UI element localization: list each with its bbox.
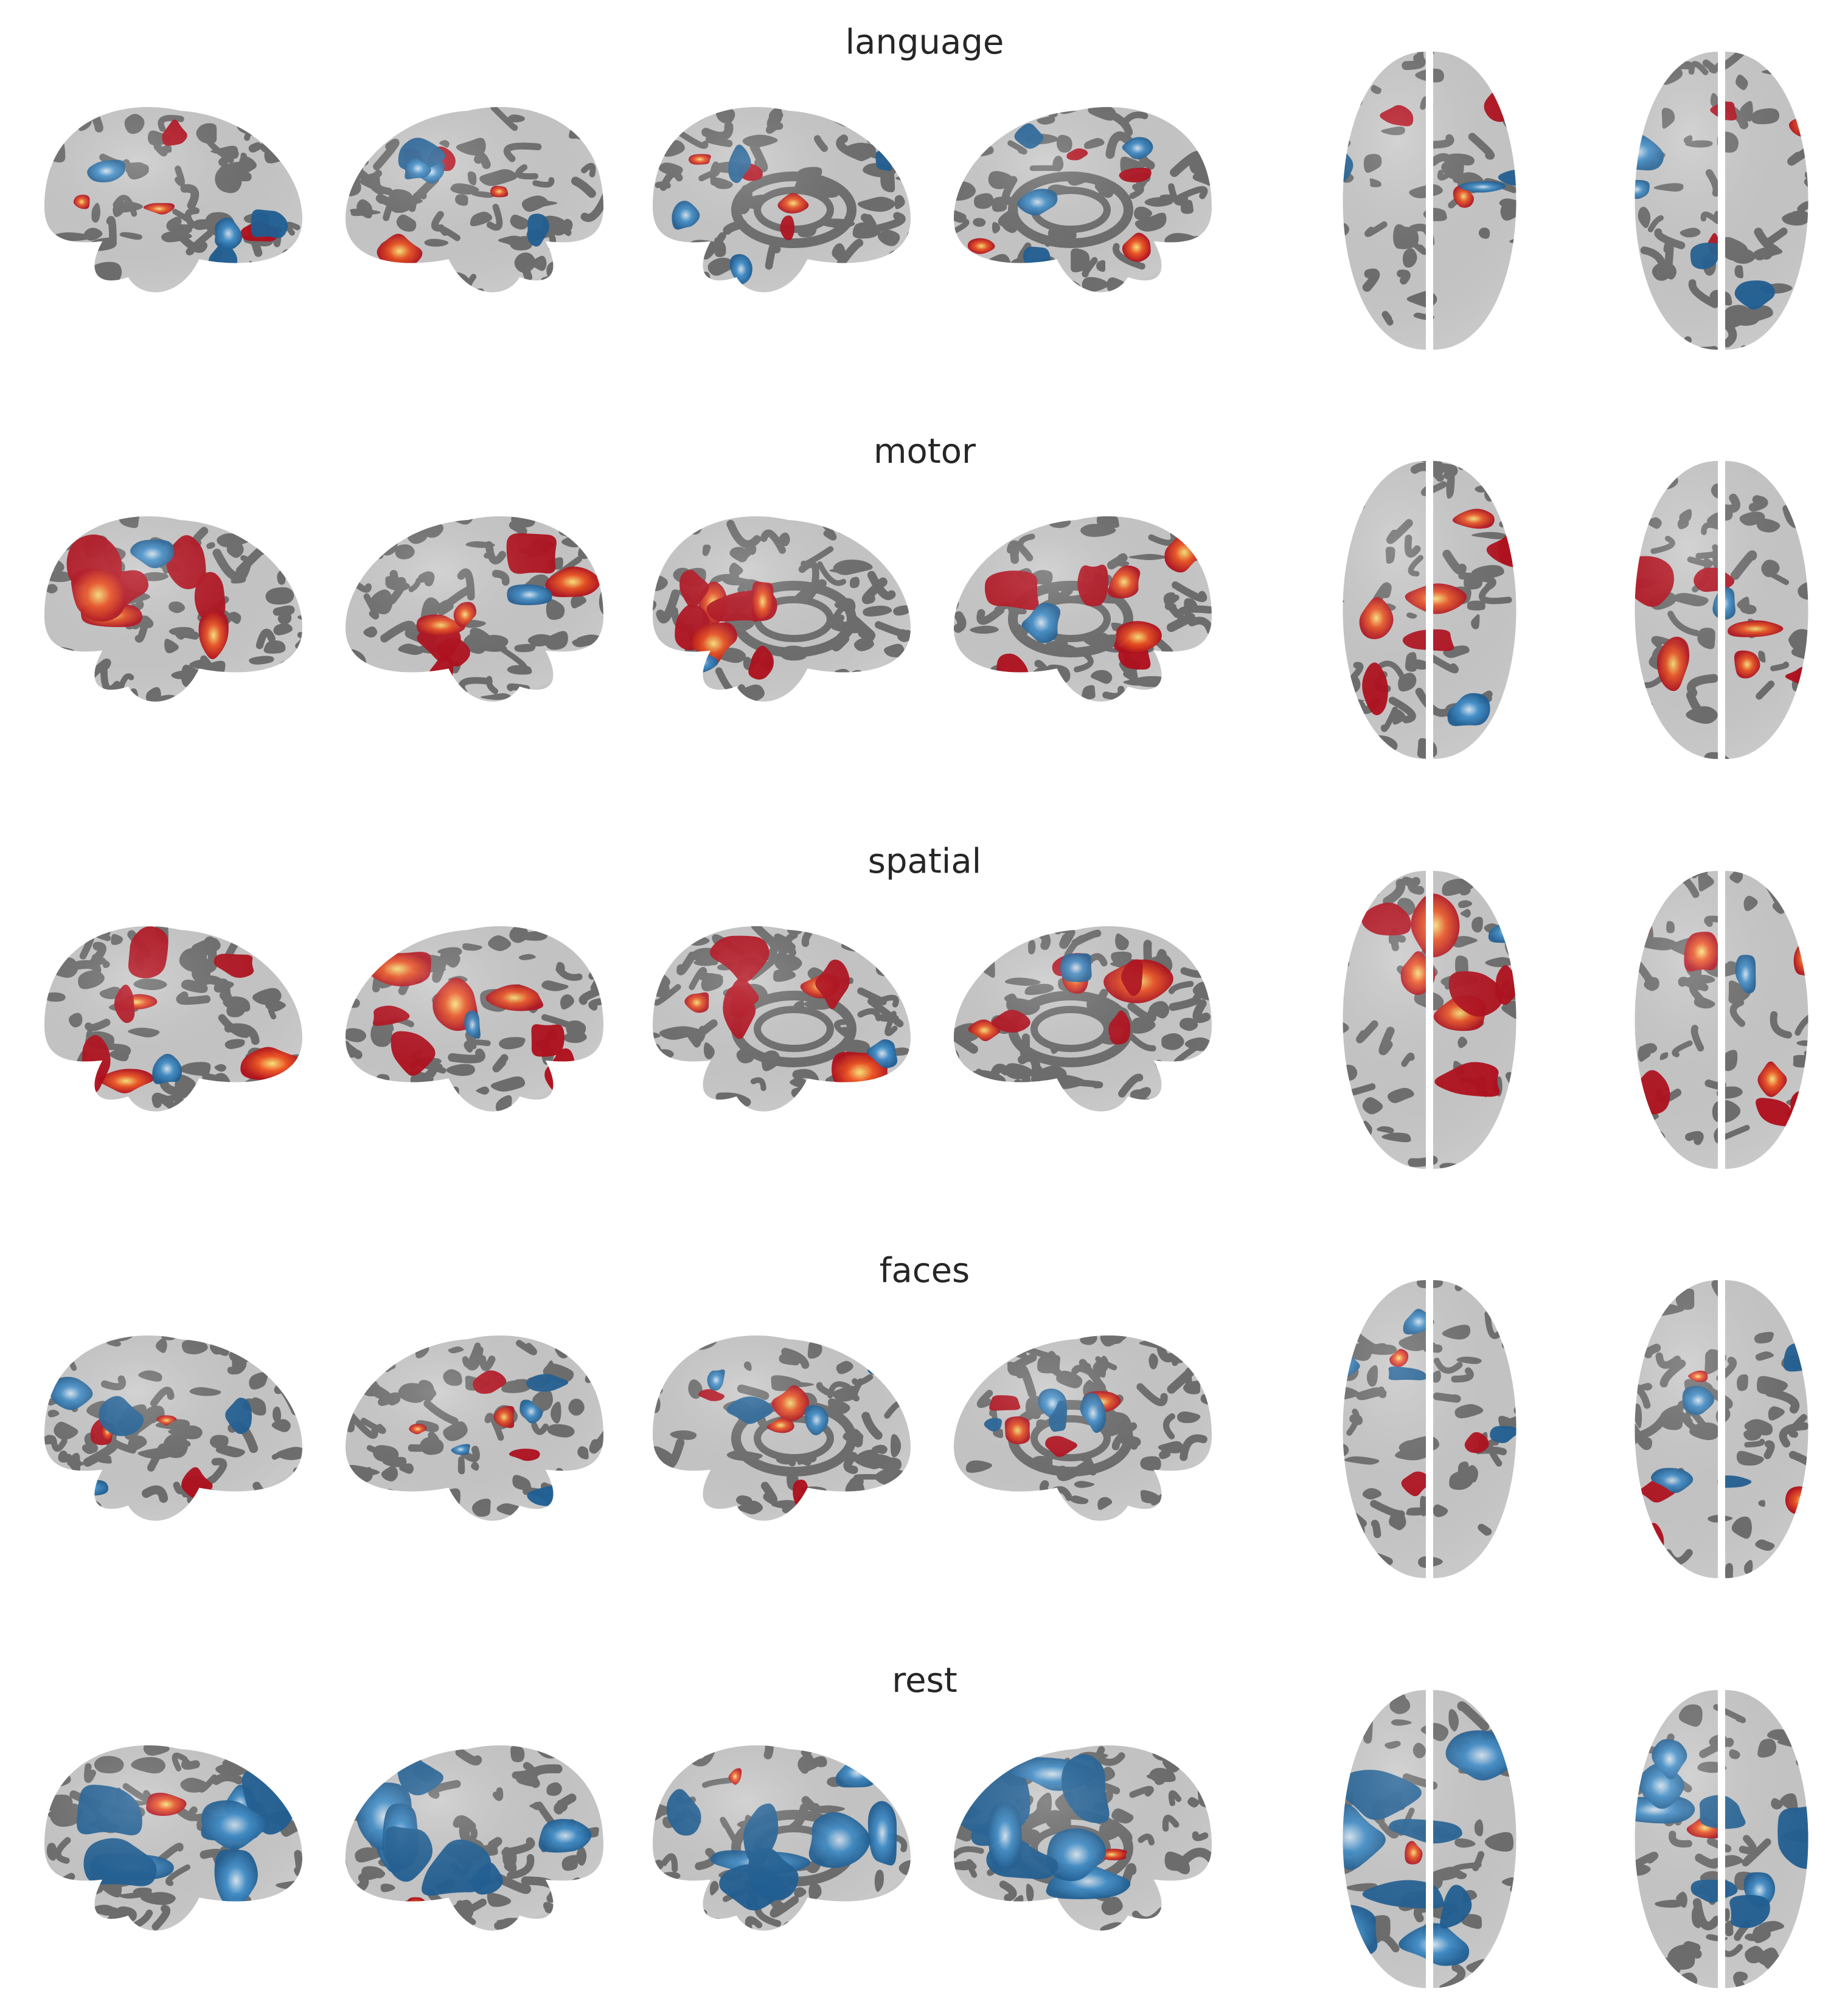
row-title: language bbox=[846, 23, 1004, 62]
brain-medial-right-view bbox=[954, 107, 1212, 293]
brain-ventral-view bbox=[1635, 1690, 1808, 1988]
brain-lateral-right-view bbox=[346, 1745, 603, 1931]
brain-dorsal-view bbox=[1343, 1690, 1517, 1988]
row-motor: motor bbox=[44, 432, 1808, 759]
brain-lateral-right-view bbox=[346, 516, 603, 702]
brain-lateral-right-view bbox=[346, 926, 603, 1112]
brain-ventral-view bbox=[1635, 1280, 1808, 1578]
row-spatial: spatial bbox=[44, 842, 1808, 1169]
brain-medial-right-view bbox=[954, 516, 1212, 702]
brain-lateral-right-view bbox=[346, 107, 603, 293]
brain-lateral-left-view bbox=[44, 926, 302, 1112]
brain-dorsal-view bbox=[1343, 461, 1517, 759]
brain-medial-left-view bbox=[653, 926, 911, 1112]
brain-lateral-left-view bbox=[44, 107, 302, 293]
brain-medial-left-view bbox=[653, 1335, 911, 1521]
brain-ventral-view bbox=[1635, 871, 1808, 1169]
brain-dorsal-view bbox=[1343, 1280, 1517, 1578]
row-rest: rest bbox=[44, 1661, 1808, 1988]
brain-medial-left-view bbox=[653, 1745, 911, 1931]
row-title: motor bbox=[874, 432, 976, 471]
row-title: rest bbox=[892, 1661, 957, 1700]
brain-medial-right-view bbox=[954, 926, 1212, 1112]
row-title: spatial bbox=[868, 842, 981, 881]
brain-dorsal-view bbox=[1343, 52, 1517, 350]
brain-lateral-right-view bbox=[346, 1335, 603, 1521]
row-language: language bbox=[44, 23, 1808, 350]
row-title: faces bbox=[880, 1251, 970, 1290]
brain-lateral-left-view bbox=[44, 1745, 302, 1931]
brain-lateral-left-view bbox=[44, 516, 302, 702]
brain-ventral-view bbox=[1635, 461, 1808, 759]
brain-medial-left-view bbox=[653, 516, 911, 702]
brain-medial-right-view bbox=[954, 1335, 1212, 1521]
brain-medial-left-view bbox=[653, 107, 911, 293]
brain-medial-right-view bbox=[954, 1745, 1212, 1931]
brain-lateral-left-view bbox=[44, 1335, 302, 1521]
row-faces: faces bbox=[44, 1251, 1808, 1578]
brain-dorsal-view bbox=[1343, 871, 1517, 1169]
brain-ventral-view bbox=[1635, 52, 1808, 350]
